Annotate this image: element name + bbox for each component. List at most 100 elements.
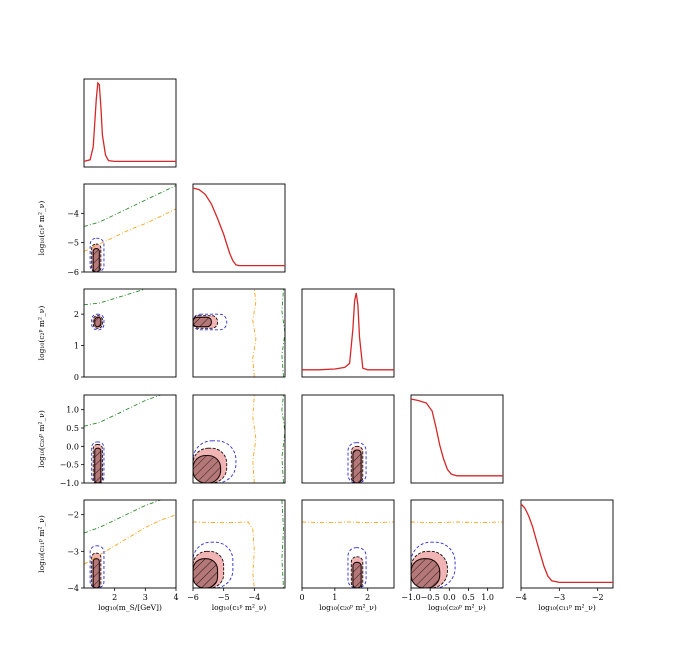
y-axis-label: log₁₀(c₁₁ᵖ m²_ν) xyxy=(37,515,46,573)
orange-bound xyxy=(252,289,257,377)
contour-panel-4-1 xyxy=(192,499,286,589)
marginal-panel-2 xyxy=(301,288,395,378)
orange-bound xyxy=(411,521,503,524)
contour-1sigma xyxy=(94,316,102,328)
y-tick-label: −6 xyxy=(67,268,79,277)
contour-1sigma xyxy=(411,558,441,588)
y-tick-label: −2 xyxy=(67,511,79,520)
contour-panel-4-0 xyxy=(83,499,177,589)
green-bound xyxy=(281,395,285,483)
x-tick-label: 2 xyxy=(365,593,370,602)
panel-frame xyxy=(410,499,504,589)
y-tick-label: −1.0 xyxy=(60,479,79,488)
panel-frame xyxy=(410,394,504,484)
panel-frame xyxy=(83,499,177,589)
x-tick-label: 3 xyxy=(143,593,148,602)
contour-3sigma xyxy=(411,541,456,588)
marginal-curve xyxy=(410,398,503,477)
contour-panel-3-2 xyxy=(301,394,395,484)
y-axis-label: log₁₀(c₂₀ᵖ m²_ν) xyxy=(37,410,46,468)
x-tick-label: −2 xyxy=(592,593,604,602)
orange-bound xyxy=(252,395,257,483)
marginal-panel-1 xyxy=(192,183,286,273)
x-axis-label: log₁₀(c₁₁ᵖ m²_ν) xyxy=(538,603,596,612)
panel-frame xyxy=(192,183,286,273)
contour-1sigma xyxy=(92,247,100,272)
x-axis-label: log₁₀(m_S/[GeV]) xyxy=(98,603,162,612)
marginal-curve xyxy=(83,81,176,163)
green-bound xyxy=(84,395,161,427)
marginal-curve xyxy=(302,292,394,371)
x-axis-label: log₁₀(c₁ᵖ m²_ν) xyxy=(212,603,267,612)
orange-bound xyxy=(193,521,255,588)
marginal-panel-0 xyxy=(83,78,177,168)
contour-1sigma xyxy=(352,561,362,588)
panel-frame xyxy=(192,288,286,378)
y-axis-label: log₁₀(c₂ᵖ m²_ν) xyxy=(37,306,46,361)
contour-3sigma xyxy=(91,313,105,331)
green-bound xyxy=(281,500,284,588)
panel-frame xyxy=(192,499,286,589)
x-tick-label: 0 xyxy=(299,593,304,602)
orange-bound xyxy=(84,208,176,252)
panel-frame xyxy=(83,288,177,378)
panel-frame xyxy=(83,183,177,273)
y-tick-label: −3 xyxy=(67,547,79,556)
marginal-panel-4 xyxy=(520,499,614,589)
x-tick-label: −4 xyxy=(248,593,260,602)
panel-frame xyxy=(83,394,177,484)
panel-frame xyxy=(301,394,395,484)
contour-1sigma xyxy=(193,558,219,588)
y-tick-label: −4 xyxy=(67,584,79,593)
x-tick-label: 4 xyxy=(173,593,178,602)
x-tick-label: 0.0 xyxy=(443,593,456,602)
panel-frame xyxy=(520,499,614,589)
contour-panel-3-1 xyxy=(192,394,286,484)
panel-frame xyxy=(301,288,395,378)
marginal-curve xyxy=(520,503,613,584)
y-tick-label: 0.0 xyxy=(66,442,79,451)
y-axis-label: log₁₀(c₁ᵖ m²_ν) xyxy=(37,201,46,256)
contour-panel-2-1 xyxy=(192,288,286,378)
contour-1sigma xyxy=(193,454,222,483)
orange-bound xyxy=(302,521,394,524)
marginal-curve xyxy=(192,187,285,267)
y-tick-label: 2 xyxy=(74,310,79,319)
x-tick-label: −6 xyxy=(187,593,199,602)
x-tick-label: −3 xyxy=(553,593,565,602)
contour-panel-4-2 xyxy=(301,499,395,589)
x-tick-label: 0.5 xyxy=(462,593,475,602)
contour-panel-1-0 xyxy=(83,183,177,273)
x-tick-label: 2 xyxy=(112,593,117,602)
contour-1sigma xyxy=(193,316,212,328)
y-tick-label: −5 xyxy=(67,239,79,248)
contour-1sigma xyxy=(94,447,102,483)
contour-3sigma xyxy=(193,313,228,331)
green-bound xyxy=(84,185,176,227)
x-tick-label: −5 xyxy=(218,593,230,602)
contour-3sigma xyxy=(193,440,237,483)
y-tick-label: 1.0 xyxy=(66,406,79,415)
contour-3sigma xyxy=(347,547,367,588)
marginal-panel-3 xyxy=(410,394,504,484)
y-tick-label: −0.5 xyxy=(60,461,79,470)
contour-panel-4-3 xyxy=(410,499,504,589)
x-tick-label: −0.5 xyxy=(420,593,439,602)
contour-panel-3-0 xyxy=(83,394,177,484)
green-bound xyxy=(84,289,146,306)
x-axis-label: log₁₀(c₂₀ᵖ m²_ν) xyxy=(319,603,377,612)
contour-panel-2-0 xyxy=(83,288,177,378)
green-bound xyxy=(281,289,285,377)
x-axis-label: log₁₀(c₂₀ᵖ m²_ν) xyxy=(428,603,486,612)
y-tick-label: 1 xyxy=(74,342,79,351)
x-tick-label: −4 xyxy=(515,593,527,602)
panel-frame xyxy=(192,394,286,484)
contour-3sigma xyxy=(193,541,234,588)
contour-3sigma xyxy=(91,441,105,483)
contour-1sigma xyxy=(92,558,100,588)
panel-frame xyxy=(301,499,395,589)
contour-1sigma xyxy=(352,449,362,483)
y-tick-label: 0.5 xyxy=(66,424,79,433)
x-tick-label: 1 xyxy=(332,593,337,602)
